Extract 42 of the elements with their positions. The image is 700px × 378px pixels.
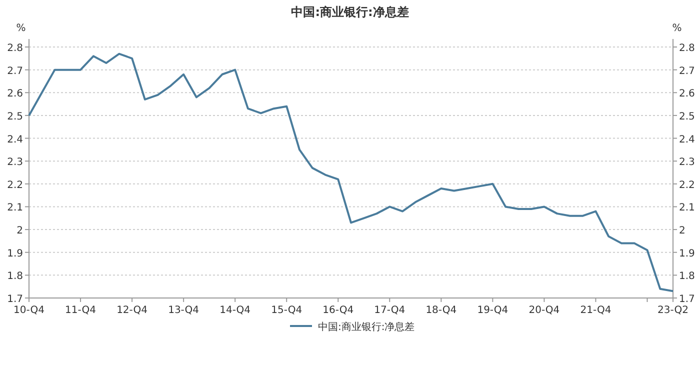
x-tick-label: 13-Q4 [168, 305, 200, 316]
x-tick-label: 16-Q4 [322, 305, 354, 316]
y2-tick-label: 2.2 [679, 180, 695, 191]
y2-tick-label: 2.3 [679, 157, 695, 168]
y-tick-label: 2.5 [7, 111, 23, 122]
line-series [28, 52, 674, 292]
y2-tick-label: 2.6 [679, 88, 695, 100]
y2-tick-label: 1.7 [679, 294, 695, 305]
y2-tick-label: 2.1 [679, 202, 695, 214]
y-tick-label: 2.6 [7, 88, 23, 100]
y-tick-label: 2.2 [7, 180, 23, 191]
y2-tick-label: 2.7 [679, 66, 695, 77]
y-tick-label: 2.7 [7, 66, 23, 77]
x-tick-label: 20-Q4 [528, 305, 560, 316]
x-tick-label: 17-Q4 [374, 305, 406, 316]
x-tick-label: 18-Q4 [426, 305, 457, 316]
y-tick-label: 2.8 [7, 43, 23, 54]
x-tick-label: 11-Q4 [65, 305, 96, 316]
y-tick-label: 2 [16, 226, 23, 237]
y-tick-label: 2.4 [7, 134, 23, 146]
y2-tick-label: 2 [679, 226, 686, 237]
y2-tick-label: 2.8 [679, 43, 695, 54]
x-tick-label: 10-Q4 [14, 305, 44, 316]
y-tick-label: 2.1 [7, 202, 23, 214]
x-tick-label: 21-Q4 [580, 305, 612, 316]
y2-tick-label: 2.5 [679, 111, 695, 122]
y2-tick-label: 2.4 [679, 134, 695, 146]
legend-label: 中国:商业银行:净息差 [318, 321, 415, 333]
x-tick-label: 23-Q2 [658, 305, 688, 316]
x-tick-label: 19-Q4 [477, 305, 508, 316]
chart-title: 中国:商业银行:净息差 [291, 5, 409, 19]
y-tick-label: 1.8 [7, 271, 23, 282]
x-tick-label: 14-Q4 [220, 305, 251, 316]
y2-tick-label: 1.8 [679, 271, 695, 282]
y2-axis-title: % [672, 23, 682, 34]
y-axis-title: % [16, 23, 26, 34]
x-tick-label: 15-Q4 [271, 305, 302, 316]
x-tick-label: 12-Q4 [116, 305, 148, 316]
y-tick-label: 1.7 [7, 294, 23, 305]
y-tick-label: 1.9 [7, 248, 23, 260]
y2-tick-label: 1.9 [679, 248, 695, 260]
y-tick-label: 2.3 [7, 157, 23, 168]
